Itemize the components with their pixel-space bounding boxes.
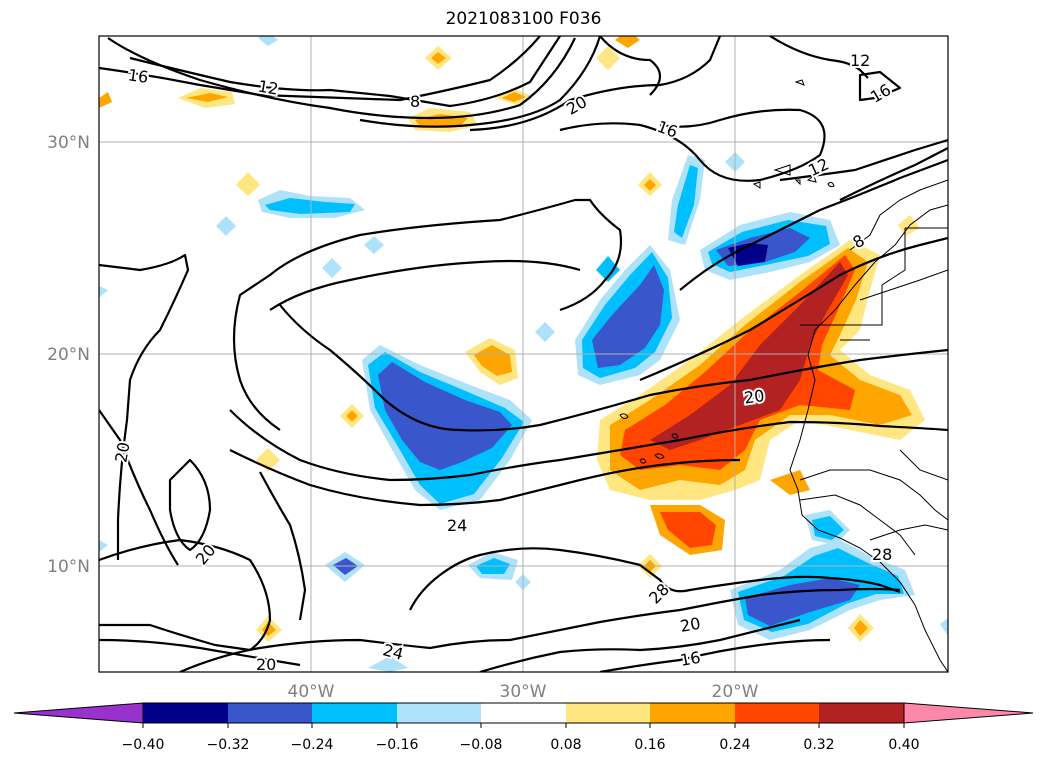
contour-label: 12 <box>850 51 870 70</box>
contour-lines <box>99 36 948 672</box>
contour-label: 20 <box>743 386 766 408</box>
lat-label-10n: 10°N <box>47 557 90 577</box>
colorbar-tick-label: 0.24 <box>719 737 750 753</box>
map-plot-area: 16 12 8 20 16 12 16 12 8 20 20 20 24 28 … <box>99 36 948 674</box>
lon-label-30w: 30°W <box>500 682 547 702</box>
colorbar-extend-max <box>903 702 1034 724</box>
contour-label: 12 <box>257 76 280 98</box>
colorbar-tick-label: −0.32 <box>207 737 250 753</box>
colorbar-frame <box>142 702 905 724</box>
map-title: 2021083100 F036 <box>445 9 602 29</box>
colorbar-tick-label: 0.40 <box>888 737 919 753</box>
colorbar-swatch <box>566 703 650 723</box>
lon-labels: 40°W 30°W 20°W <box>288 682 759 702</box>
colorbar-tick-label: −0.08 <box>460 737 503 753</box>
contour-label: 20 <box>256 655 276 674</box>
colorbar-swatch <box>228 703 312 723</box>
colorbar-tick-label: 0.08 <box>550 737 581 753</box>
contour-label: 20 <box>679 614 702 636</box>
contour-label: 28 <box>872 545 892 564</box>
colorbar-tick-label: −0.16 <box>376 737 419 753</box>
colorbar-swatch <box>735 703 819 723</box>
contour-label: 16 <box>655 117 681 142</box>
lat-labels: 30°N 20°N 10°N <box>47 133 90 577</box>
colorbar-swatch <box>312 703 397 723</box>
lon-label-20w: 20°W <box>712 682 759 702</box>
colorbar-swatch <box>650 703 735 723</box>
colorbar-swatch <box>397 703 481 723</box>
colorbar-tick-label: −0.40 <box>122 737 165 753</box>
contour-label: 20 <box>111 441 133 464</box>
colorbar-swatch <box>143 703 228 723</box>
contour-label: 16 <box>679 648 702 670</box>
colorbar-extend-min <box>13 702 144 724</box>
plot-frame <box>98 35 949 673</box>
grid-lines <box>99 36 948 672</box>
lat-label-20n: 20°N <box>47 345 90 365</box>
colorbar: −0.40 −0.32 −0.24 −0.16 −0.08 0.08 0.16 0.24 0.3… <box>13 702 1034 753</box>
contour-label: 16 <box>127 65 150 87</box>
colorbar-swatch <box>819 703 904 723</box>
colorbar-tick-label: 0.16 <box>634 737 665 753</box>
lon-label-40w: 40°W <box>288 682 335 702</box>
contour-label: 8 <box>410 92 420 111</box>
colorbar-tick-label: 0.32 <box>803 737 834 753</box>
colorbar-swatch <box>481 703 566 723</box>
colorbar-tick-label: −0.24 <box>291 737 334 753</box>
contour-label: 28 <box>645 580 673 608</box>
contour-label: 24 <box>447 516 467 535</box>
lat-label-30n: 30°N <box>47 133 90 153</box>
contour-label: 16 <box>867 80 894 107</box>
